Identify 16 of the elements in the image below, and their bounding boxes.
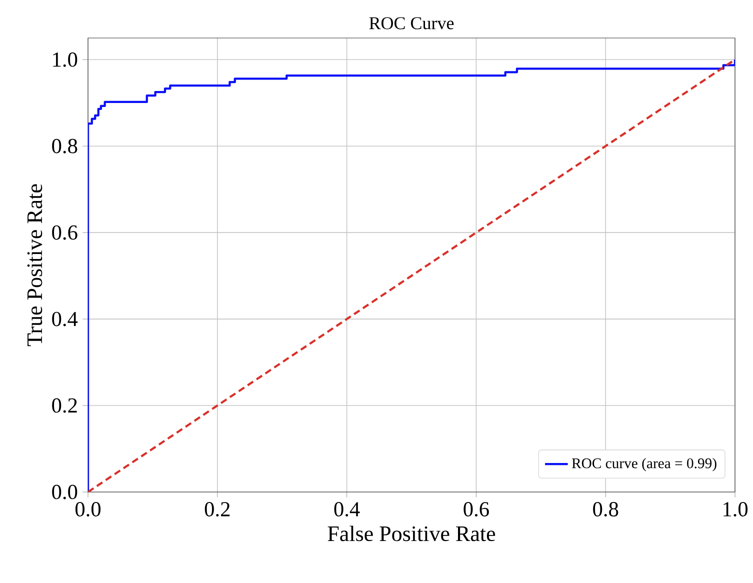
x-tick-label: 0.2 bbox=[204, 502, 230, 517]
y-tick-label: 1.0 bbox=[53, 52, 78, 67]
y-tick-label: 0.8 bbox=[52, 138, 78, 154]
x-tick-label: 0.0 bbox=[75, 502, 101, 517]
chart-title: ROC Curve bbox=[369, 17, 454, 30]
y-tick-label: 0.0 bbox=[52, 484, 78, 500]
y-axis-title: True Positive Rate bbox=[27, 184, 42, 346]
y-tick-label: 0.2 bbox=[52, 398, 77, 413]
x-tick-label: 0.6 bbox=[464, 502, 489, 517]
y-tick-label: 0.4 bbox=[52, 312, 78, 326]
legend-label: ROC curve (area = 0.99) bbox=[572, 458, 716, 472]
x-tick-label: 0.8 bbox=[593, 502, 618, 517]
x-tick-label: 1.0 bbox=[724, 502, 748, 517]
y-tick-label: 0.6 bbox=[52, 225, 78, 240]
x-axis-title: False Positive Rate bbox=[328, 526, 496, 542]
x-tick-label: 0.4 bbox=[334, 502, 360, 517]
